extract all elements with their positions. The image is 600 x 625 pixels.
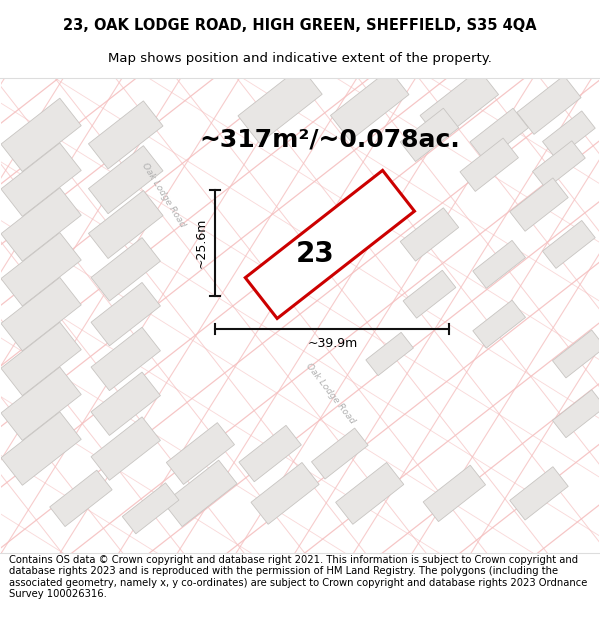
Polygon shape bbox=[510, 467, 568, 520]
Polygon shape bbox=[403, 270, 456, 318]
Polygon shape bbox=[366, 332, 413, 376]
Polygon shape bbox=[316, 203, 364, 246]
Polygon shape bbox=[1, 232, 81, 306]
Polygon shape bbox=[164, 460, 237, 527]
Text: Oak Lodge Road: Oak Lodge Road bbox=[140, 161, 187, 229]
Polygon shape bbox=[510, 178, 568, 231]
Polygon shape bbox=[542, 221, 595, 268]
Polygon shape bbox=[91, 328, 160, 391]
Text: Contains OS data © Crown copyright and database right 2021. This information is : Contains OS data © Crown copyright and d… bbox=[9, 554, 587, 599]
Polygon shape bbox=[238, 67, 322, 143]
Text: ~25.6m: ~25.6m bbox=[194, 217, 208, 268]
Polygon shape bbox=[470, 108, 529, 161]
Polygon shape bbox=[91, 238, 160, 301]
Polygon shape bbox=[1, 322, 81, 396]
Polygon shape bbox=[1, 412, 81, 485]
Polygon shape bbox=[473, 300, 526, 348]
Polygon shape bbox=[1, 367, 81, 441]
Polygon shape bbox=[533, 141, 585, 189]
Polygon shape bbox=[423, 465, 485, 522]
Polygon shape bbox=[542, 111, 595, 159]
Polygon shape bbox=[88, 101, 163, 169]
Text: ~39.9m: ~39.9m bbox=[307, 336, 358, 349]
Polygon shape bbox=[251, 462, 319, 524]
Text: 23: 23 bbox=[296, 241, 334, 268]
Polygon shape bbox=[335, 462, 404, 524]
Text: ~317m²/~0.078ac.: ~317m²/~0.078ac. bbox=[199, 128, 460, 152]
Text: 23, OAK LODGE ROAD, HIGH GREEN, SHEFFIELD, S35 4QA: 23, OAK LODGE ROAD, HIGH GREEN, SHEFFIEL… bbox=[63, 18, 537, 32]
Polygon shape bbox=[400, 208, 458, 261]
Text: Oak Lodge Road: Oak Lodge Road bbox=[304, 362, 356, 426]
Polygon shape bbox=[1, 143, 81, 216]
Polygon shape bbox=[400, 108, 458, 161]
Polygon shape bbox=[88, 146, 163, 214]
Polygon shape bbox=[1, 98, 81, 172]
Polygon shape bbox=[517, 76, 581, 134]
Polygon shape bbox=[245, 171, 415, 319]
Polygon shape bbox=[91, 417, 160, 480]
Polygon shape bbox=[473, 241, 526, 288]
Polygon shape bbox=[166, 422, 235, 484]
Polygon shape bbox=[420, 69, 499, 141]
Polygon shape bbox=[239, 426, 301, 482]
Polygon shape bbox=[1, 188, 81, 261]
Polygon shape bbox=[91, 372, 160, 436]
Polygon shape bbox=[553, 330, 600, 378]
Polygon shape bbox=[553, 390, 600, 438]
Polygon shape bbox=[311, 428, 368, 479]
Text: Map shows position and indicative extent of the property.: Map shows position and indicative extent… bbox=[108, 52, 492, 65]
Polygon shape bbox=[331, 69, 409, 141]
Polygon shape bbox=[50, 470, 112, 526]
Polygon shape bbox=[88, 191, 163, 259]
Polygon shape bbox=[122, 483, 179, 534]
Polygon shape bbox=[91, 282, 160, 346]
Polygon shape bbox=[460, 138, 518, 191]
Polygon shape bbox=[1, 278, 81, 351]
